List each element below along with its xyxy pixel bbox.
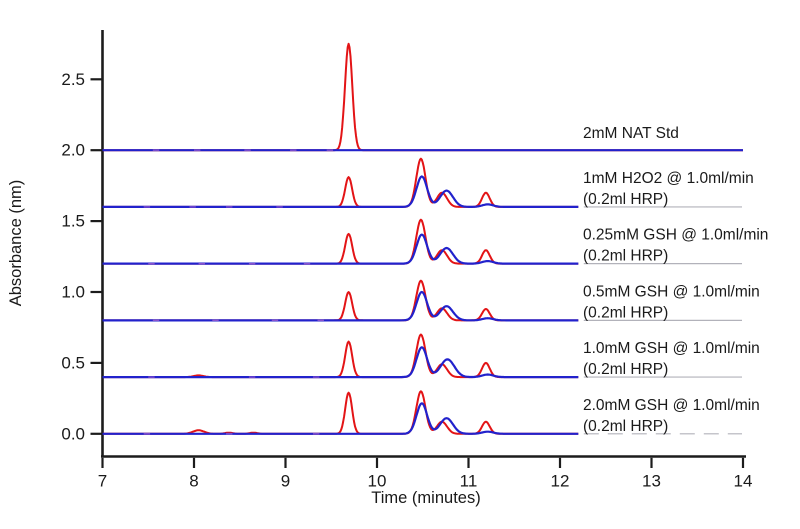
trace-label-1-line-0: 1mM H2O2 @ 1.0ml/min: [583, 170, 754, 187]
trace-curves: [102, 42, 744, 435]
trace-label-4-line-1: (0.2ml HRP): [583, 361, 668, 378]
red-trace-5: [102, 390, 579, 435]
blue-trace-1: [102, 175, 579, 208]
blue-trace-2: [102, 233, 579, 265]
x-tick-label: 10: [368, 472, 387, 491]
x-tick-label: 13: [642, 472, 661, 491]
x-tick-label: 8: [189, 472, 198, 491]
trace-label-3-line-0: 0.5mM GSH @ 1.0ml/min: [583, 283, 760, 300]
blue-trace-3: [102, 290, 579, 322]
blue-trace-5: [102, 402, 579, 435]
trace-annotations: 2mM NAT Std 1mM H2O2 @ 1.0ml/min (0.2ml HR…: [583, 125, 768, 435]
y-tick-label: 2.0: [61, 141, 85, 160]
trace-label-2-line-0: 0.25mM GSH @ 1.0ml/min: [583, 227, 768, 244]
y-axis-title: Absorbance (nm): [7, 180, 25, 307]
x-tick-label: 14: [734, 472, 753, 491]
red-trace-4: [102, 333, 579, 379]
blue-trace-4: [102, 346, 579, 379]
x-tick-label: 12: [551, 472, 570, 491]
y-tick-label: 1.5: [61, 212, 85, 231]
trace-label-1-line-1: (0.2ml HRP): [583, 191, 668, 208]
trace-label-0-line-0: 2mM NAT Std: [583, 125, 679, 142]
axes: 0.0 0.5 1.0 1.5 2.0 2.5 7 8 9 10 11 12 13 14: [61, 30, 752, 491]
y-tick-label: 2.5: [61, 70, 85, 89]
y-tick-label: 0.0: [61, 424, 85, 443]
red-trace-3: [102, 279, 579, 322]
x-tick-label: 9: [281, 472, 290, 491]
trace-label-3-line-1: (0.2ml HRP): [583, 304, 668, 321]
red-trace-2: [102, 218, 579, 265]
x-tick-label: 7: [98, 472, 107, 491]
trace-label-5-line-0: 2.0mM GSH @ 1.0ml/min: [583, 397, 760, 414]
x-axis-title: Time (minutes): [371, 489, 480, 507]
y-tick-label: 1.0: [61, 283, 85, 302]
x-tick-label: 11: [460, 472, 478, 491]
trace-label-2-line-1: (0.2ml HRP): [583, 248, 668, 265]
trace-label-4-line-0: 1.0mM GSH @ 1.0ml/min: [583, 340, 760, 357]
y-tick-label: 0.5: [61, 353, 85, 372]
trace-label-5-line-1: (0.2ml HRP): [583, 418, 668, 435]
red-trace-1: [102, 157, 579, 208]
